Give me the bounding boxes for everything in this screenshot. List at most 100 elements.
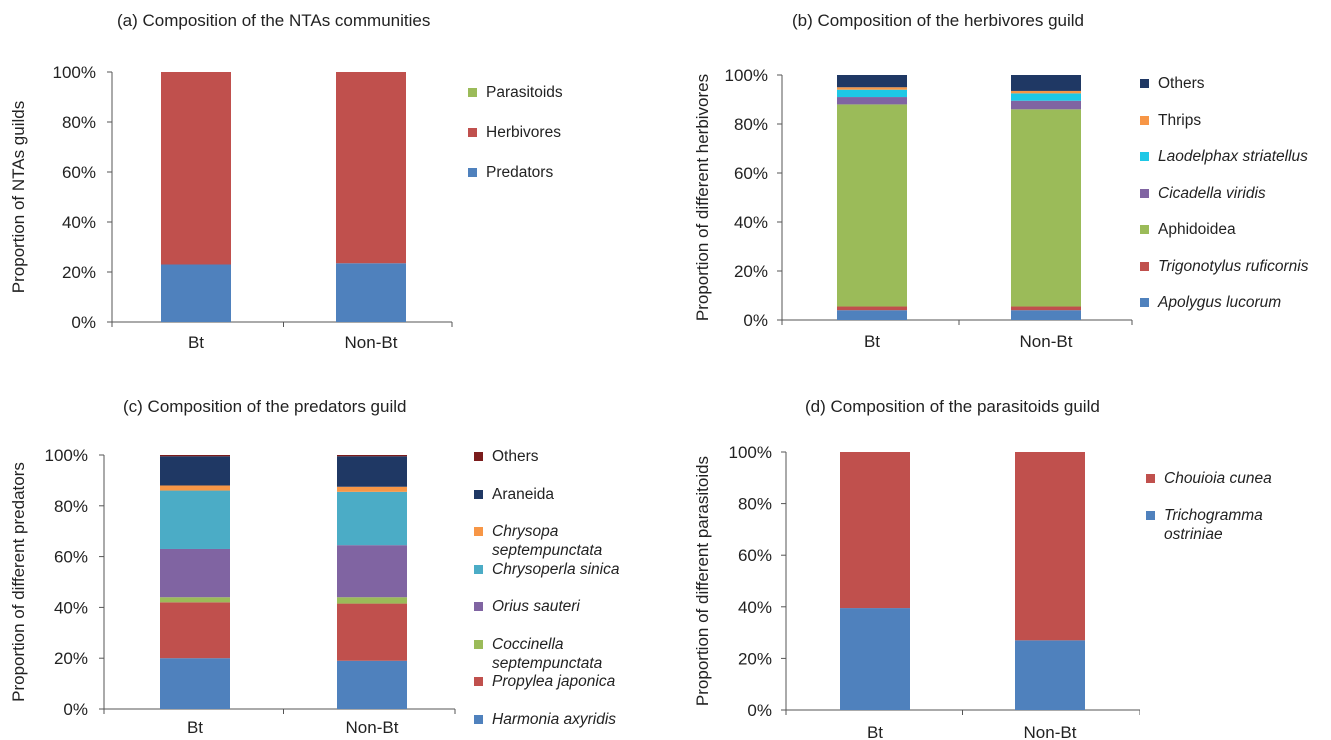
legend-item: Apolygus lucorum — [1140, 293, 1281, 312]
legend-label: Orius sauteri — [492, 597, 580, 616]
bar-segment — [1015, 640, 1085, 710]
y-tick-label: 60% — [738, 546, 772, 565]
y-tick-label: 20% — [738, 649, 772, 668]
bar-segment — [337, 455, 407, 456]
legend-label: Herbivores — [486, 123, 561, 142]
legend-item: Others — [474, 447, 539, 466]
bar-segment — [837, 307, 907, 311]
y-axis-label: Proportion of NTAs guilds — [9, 101, 28, 293]
y-tick-label: 40% — [62, 213, 96, 232]
legend-swatch — [1146, 511, 1155, 520]
legend-swatch — [1140, 152, 1149, 161]
bar-segment — [840, 608, 910, 710]
bar-segment — [337, 487, 407, 492]
legend-swatch — [474, 452, 483, 461]
y-tick-label: 80% — [54, 497, 88, 516]
x-tick-label: Bt — [864, 332, 880, 351]
legend-swatch — [1140, 225, 1149, 234]
legend-item: Coccinella septempunctata — [474, 635, 602, 673]
legend-item: Predators — [468, 163, 553, 182]
legend-label: Others — [492, 447, 539, 466]
bar-segment — [160, 456, 230, 485]
bar-segment — [1011, 101, 1081, 110]
legend-label: Aphidoidea — [1158, 220, 1236, 239]
legend-label: Trigonotylus ruficornis — [1158, 257, 1308, 276]
y-tick-label: 80% — [734, 115, 768, 134]
bar-segment — [337, 597, 407, 603]
legend-swatch — [1140, 116, 1149, 125]
y-tick-label: 100% — [45, 446, 88, 465]
plot-area: 0% 20% 40% 60% 80% 100% Bt Non-Bt Proportion of … — [0, 0, 460, 370]
y-tick-label: 60% — [62, 163, 96, 182]
legend-swatch — [474, 490, 483, 499]
bar-segment — [160, 491, 230, 549]
x-tick-label: Non-Bt — [346, 718, 399, 737]
x-tick-label: Bt — [187, 718, 203, 737]
bar-segment — [1011, 307, 1081, 311]
bar-segment — [837, 97, 907, 104]
bar-segment — [337, 661, 407, 709]
legend-swatch — [1140, 79, 1149, 88]
x-tick-label: Bt — [188, 333, 204, 352]
legend-item: Chrysopa septempunctata — [474, 522, 602, 560]
bar-segment — [1011, 310, 1081, 320]
legend-item: Herbivores — [468, 123, 561, 142]
y-tick-label: 40% — [734, 213, 768, 232]
bar-segment — [837, 90, 907, 97]
bar-segment — [337, 545, 407, 597]
legend-item: Harmonia axyridis — [474, 710, 616, 729]
y-tick-label: 0% — [71, 313, 96, 332]
legend-swatch — [474, 527, 483, 536]
bar-segment — [337, 456, 407, 486]
legend-swatch — [1140, 262, 1149, 271]
legend-label: Laodelphax striatellus — [1158, 147, 1308, 166]
legend-swatch — [468, 88, 477, 97]
y-tick-label: 100% — [53, 63, 96, 82]
y-tick-label: 60% — [734, 164, 768, 183]
legend-label: Harmonia axyridis — [492, 710, 616, 729]
bar-segment — [160, 455, 230, 456]
legend-item: Trichogramma ostriniae — [1146, 506, 1263, 544]
legend-label: Propylea japonica — [492, 672, 615, 691]
y-tick-label: 40% — [54, 598, 88, 617]
x-tick-label: Non-Bt — [345, 333, 398, 352]
y-tick-label: 0% — [747, 701, 772, 720]
legend-swatch — [474, 715, 483, 724]
legend-label: Others — [1158, 74, 1205, 93]
bar-segment — [837, 75, 907, 87]
y-tick-label: 20% — [734, 262, 768, 281]
y-tick-label: 60% — [54, 548, 88, 567]
legend-item: Cicadella viridis — [1140, 184, 1266, 203]
bar-segment — [160, 597, 230, 602]
bar-segment — [160, 549, 230, 597]
legend-item: Others — [1140, 74, 1205, 93]
y-tick-label: 40% — [738, 598, 772, 617]
legend-item: Orius sauteri — [474, 597, 580, 616]
y-axis-label: Proportion of different parasitoids — [693, 456, 712, 706]
plot-area: 0% 20% 40% 60% 80% 100% Bt Non-Bt Proportion of … — [680, 0, 1140, 370]
legend-swatch — [474, 677, 483, 686]
y-tick-label: 20% — [62, 263, 96, 282]
legend-label: Parasitoids — [486, 83, 563, 102]
legend-swatch — [468, 128, 477, 137]
bar-segment — [837, 104, 907, 306]
legend-item: Trigonotylus ruficornis — [1140, 257, 1308, 276]
y-axis-label: Proportion of different herbivores — [693, 74, 712, 321]
bar-segment — [160, 602, 230, 658]
legend-label: Chrysopa septempunctata — [492, 522, 602, 560]
plot-area: 0% 20% 40% 60% 80% 100% Bt Non-Bt Proportion of … — [0, 370, 460, 740]
legend-label: Apolygus lucorum — [1158, 293, 1281, 312]
bar-segment — [336, 263, 406, 322]
legend-swatch — [474, 602, 483, 611]
bar-segment — [1011, 75, 1081, 91]
bar-segment — [1011, 91, 1081, 93]
bar-segment — [837, 87, 907, 89]
y-tick-label: 80% — [738, 495, 772, 514]
legend-item: Aphidoidea — [1140, 220, 1236, 239]
x-tick-label: Non-Bt — [1020, 332, 1073, 351]
legend-item: Parasitoids — [468, 83, 563, 102]
legend-label: Trichogramma ostriniae — [1164, 506, 1263, 544]
legend-swatch — [474, 640, 483, 649]
y-tick-label: 20% — [54, 649, 88, 668]
legend-label: Thrips — [1158, 111, 1201, 130]
